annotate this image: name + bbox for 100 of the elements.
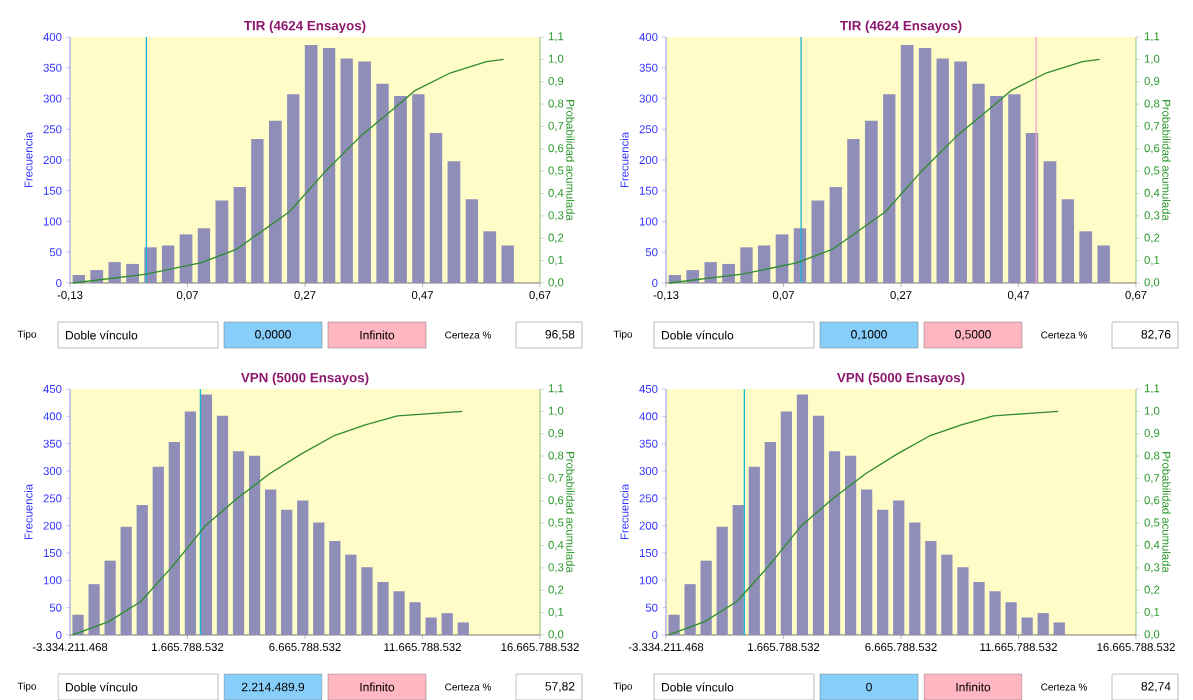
- line-series: [72, 58, 505, 284]
- text: 57,82: [545, 681, 575, 692]
- y-tick-label: 0: [652, 630, 658, 639]
- x-tick-label: 16.665.788.532: [1097, 642, 1175, 651]
- chart-title: VPN (5000 Ensayos): [836, 372, 965, 385]
- y-tick-label: 150: [43, 186, 62, 195]
- line-series: [72, 410, 463, 636]
- text: Tipo: [17, 330, 37, 340]
- text: Doble vínculo: [662, 330, 734, 340]
- y-axis-title: Frecuencia: [24, 131, 33, 187]
- y-tick-label: 250: [639, 494, 658, 503]
- x-tick-label: -0,13: [57, 290, 83, 301]
- y-tick-label: 50: [645, 603, 658, 612]
- y-tick-label: 400: [639, 32, 658, 41]
- y-tick-label: 50: [49, 603, 62, 612]
- x-tick-label: 6.665.788.532: [269, 642, 341, 651]
- y2-tick-label: 1,1: [548, 384, 564, 394]
- y2-tick-label: 0,0: [1144, 630, 1160, 640]
- y2-tick-label: 0,6: [1144, 496, 1160, 506]
- y-tick-label: 0: [56, 630, 62, 639]
- y-tick-label: 200: [639, 155, 658, 164]
- y2-tick-label: 0,9: [1144, 428, 1160, 439]
- text: 96,58: [545, 329, 575, 340]
- text: 0: [866, 682, 872, 692]
- x-tick-label: 6.665.788.532: [865, 642, 937, 651]
- y-tick-label: 400: [43, 32, 62, 41]
- y2-tick-label: 0,7: [548, 121, 564, 131]
- y-tick-label: 200: [43, 521, 62, 530]
- y-tick-label: 350: [43, 439, 62, 448]
- text: Doble vínculo: [66, 330, 138, 340]
- y2-tick-label: 0,3: [548, 563, 564, 573]
- y2-tick-label: 0,1: [548, 255, 564, 266]
- y2-tick-label: 0,8: [548, 99, 564, 109]
- chart-title: VPN (5000 Ensayos): [240, 372, 369, 385]
- y2-tick-label: 0,0: [548, 278, 564, 288]
- text: 0,0000: [255, 329, 291, 340]
- y-tick-label: 350: [43, 63, 62, 72]
- x-tick-label: 11.665.788.532: [384, 642, 461, 651]
- y2-tick-label: 0,9: [1144, 76, 1160, 87]
- y2-tick-label: 0,8: [548, 451, 564, 461]
- y2-tick-label: 0,5: [1144, 518, 1160, 528]
- y-tick-label: 50: [49, 248, 62, 257]
- y2-tick-label: 0,1: [1144, 255, 1160, 266]
- x-tick-label: 0,67: [1125, 290, 1147, 301]
- y2-axis-title: Probabilidad acumulada: [1162, 451, 1171, 573]
- y2-tick-label: 0,5: [548, 518, 564, 528]
- y2-tick-label: 0,8: [1144, 451, 1160, 461]
- y-tick-label: 350: [639, 63, 658, 72]
- y2-tick-label: 0,1: [548, 607, 564, 618]
- y-tick-label: 0: [56, 278, 62, 287]
- text: 82,76: [1141, 329, 1171, 340]
- y2-tick-label: 0,9: [548, 428, 564, 439]
- text: Certeza %: [445, 683, 491, 691]
- y-tick-label: 100: [639, 217, 658, 226]
- y-tick-label: 200: [43, 155, 62, 164]
- y-tick-label: 50: [645, 248, 658, 257]
- y2-tick-label: 0,7: [1144, 121, 1160, 131]
- text: Doble vínculo: [662, 682, 734, 692]
- chart-title: TIR (4624 Ensayos): [244, 20, 366, 33]
- y2-tick-label: 0,8: [1144, 99, 1160, 109]
- y-tick-label: 100: [43, 217, 62, 226]
- text: 0,1000: [851, 329, 887, 340]
- x-tick-label: -3.334.211.468: [32, 642, 108, 651]
- y2-tick-label: 0,7: [548, 473, 564, 483]
- y2-tick-label: 0,2: [548, 233, 564, 243]
- y2-tick-label: 0,0: [548, 630, 564, 640]
- y2-tick-label: 1,0: [1144, 406, 1160, 416]
- y2-tick-label: 1,1: [1144, 384, 1160, 394]
- y2-tick-label: 0,3: [1144, 211, 1160, 221]
- y-tick-label: 100: [43, 576, 62, 585]
- y2-tick-label: 0,1: [1144, 607, 1160, 618]
- y-tick-label: 150: [43, 548, 62, 557]
- y2-axis-title: Probabilidad acumulada: [1162, 99, 1171, 221]
- text: Doble vínculo: [66, 682, 138, 692]
- text: Certeza %: [1041, 683, 1087, 691]
- y-axis-title: Frecuencia: [620, 483, 629, 539]
- line-series: [668, 410, 1059, 636]
- y-tick-label: 100: [639, 576, 658, 585]
- text: Tipo: [613, 330, 633, 340]
- y-tick-label: 200: [639, 521, 658, 530]
- y2-tick-label: 0,4: [548, 540, 564, 551]
- y2-tick-label: 0,2: [548, 585, 564, 595]
- y-tick-label: 350: [639, 439, 658, 448]
- y-tick-label: 150: [639, 548, 658, 557]
- x-tick-label: -3.334.211.468: [628, 642, 704, 651]
- y-tick-label: 300: [639, 94, 658, 103]
- y2-tick-label: 1,1: [548, 32, 564, 42]
- y2-axis-title: Probabilidad acumulada: [566, 451, 575, 573]
- y2-tick-label: 1,1: [1144, 32, 1160, 42]
- x-tick-label: 1.665.788.532: [152, 642, 224, 651]
- y-tick-label: 400: [43, 412, 62, 421]
- y2-tick-label: 0,3: [1144, 563, 1160, 573]
- y2-tick-label: 0,6: [548, 144, 564, 154]
- y2-tick-label: 0,7: [1144, 473, 1160, 483]
- y2-tick-label: 0,5: [548, 166, 564, 176]
- y-tick-label: 300: [43, 94, 62, 103]
- y-axis-title: Frecuencia: [24, 483, 33, 539]
- chart-title: TIR (4624 Ensayos): [840, 20, 962, 33]
- x-tick-label: 0,07: [772, 290, 794, 301]
- text: Certeza %: [445, 331, 491, 339]
